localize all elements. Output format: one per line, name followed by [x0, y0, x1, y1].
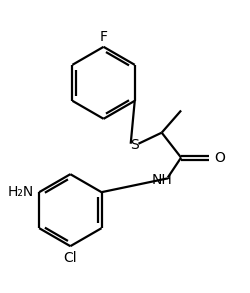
Text: Cl: Cl	[63, 251, 77, 265]
Text: S: S	[129, 138, 138, 152]
Text: H₂N: H₂N	[8, 185, 34, 199]
Text: F: F	[99, 30, 107, 43]
Text: O: O	[213, 151, 224, 165]
Text: NH: NH	[151, 173, 172, 187]
